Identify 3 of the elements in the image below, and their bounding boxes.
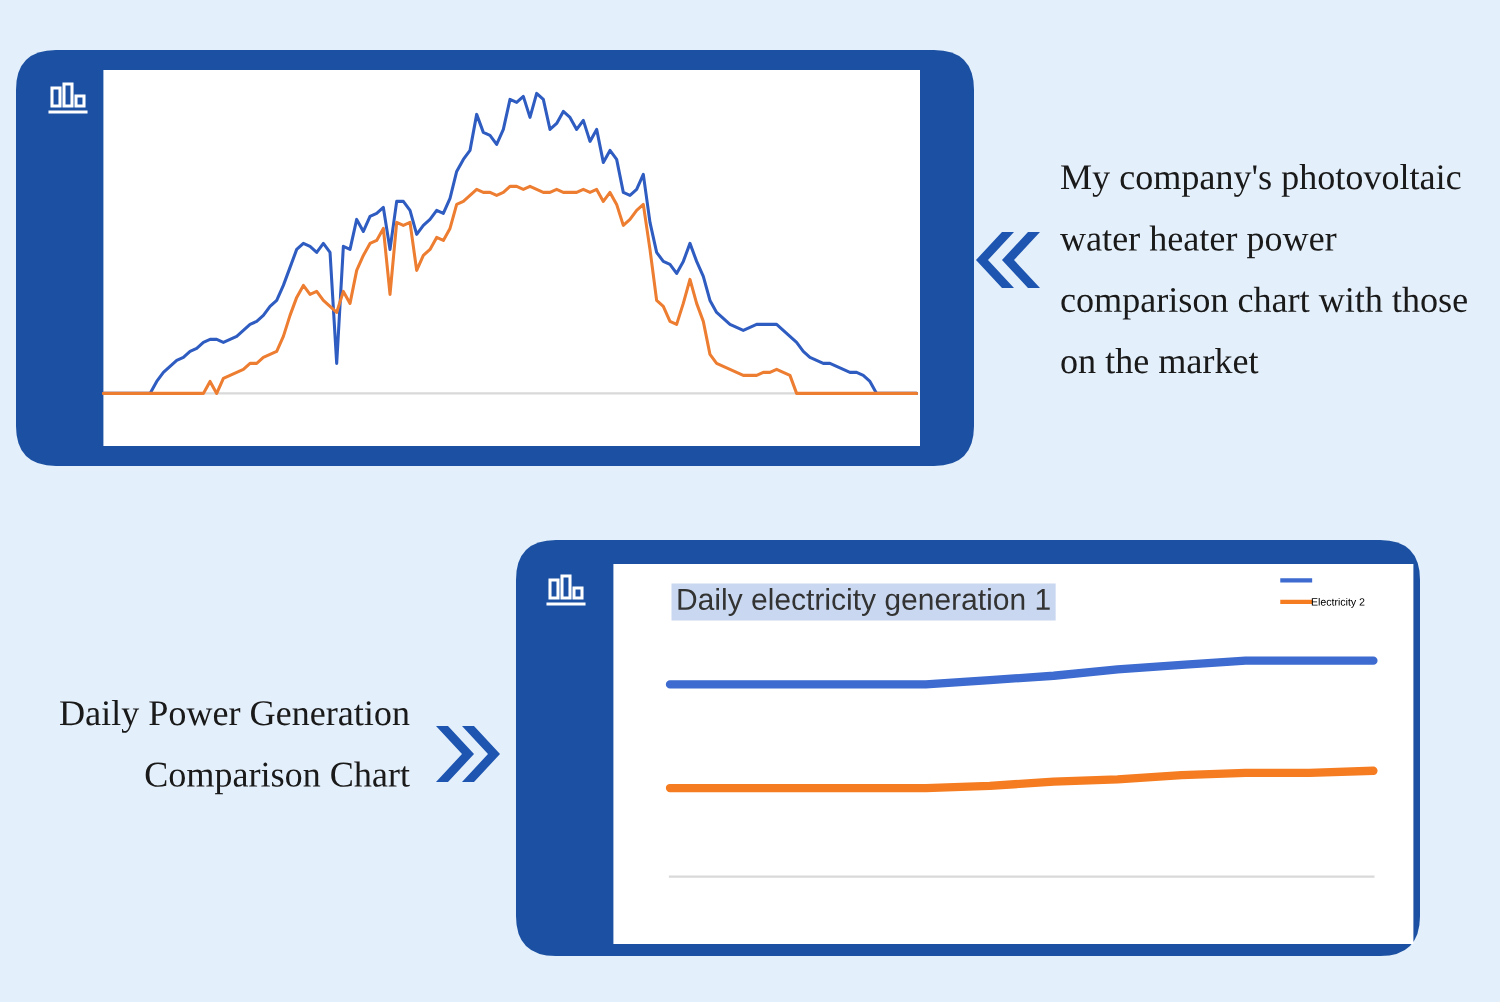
chart-title: Daily electricity generation 1: [678, 588, 1050, 616]
text: Daily Power Generation Comparison Chart: [60, 700, 410, 795]
text: My company's photovoltaic water heater power comparison chart with those on the market: [1060, 164, 1467, 374]
